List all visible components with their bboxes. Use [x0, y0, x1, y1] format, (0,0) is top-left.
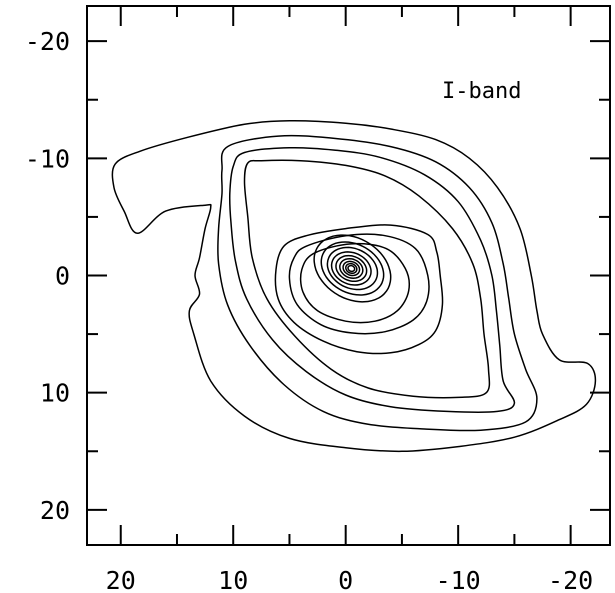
contour-line-level-2: [217, 134, 538, 432]
contour-line-level-11: [330, 251, 372, 286]
contour-line-level-12: [335, 254, 368, 283]
contour-line-level-6: [288, 233, 430, 335]
axis-tick-labels: 20 10 0 -10 -20 -20 -10 0 10 20: [25, 27, 593, 593]
x-tick-label: -10: [436, 566, 481, 593]
y-tick-label: 20: [40, 496, 70, 525]
contour-line-level-1: [111, 120, 597, 453]
y-tick-label: -20: [25, 27, 70, 56]
contour-line-level-8: [313, 234, 392, 303]
x-tick-label: -20: [548, 566, 593, 593]
contour-line-level-16: [347, 264, 356, 273]
contour-line-level-15: [345, 262, 358, 275]
contour-line-level-4: [243, 159, 491, 399]
contour-line-level-10: [326, 246, 379, 291]
axis-ticks: [87, 6, 610, 545]
y-tick-label: -10: [25, 144, 70, 173]
x-tick-label: 0: [338, 566, 353, 593]
contour-line-level-13: [339, 257, 364, 279]
x-tick-label: 10: [218, 566, 248, 593]
y-tick-label: 0: [55, 262, 70, 291]
contour-line-level-14: [342, 260, 361, 277]
contour-line-level-5: [274, 224, 444, 355]
contour-line-level-3: [228, 146, 516, 413]
contour-lines: [111, 120, 597, 453]
y-tick-label: 10: [40, 379, 70, 408]
x-tick-label: 20: [106, 566, 136, 593]
contour-line-level-7: [299, 242, 410, 324]
contour-line-level-9: [320, 241, 385, 296]
band-annotation: I-band: [442, 79, 521, 104]
